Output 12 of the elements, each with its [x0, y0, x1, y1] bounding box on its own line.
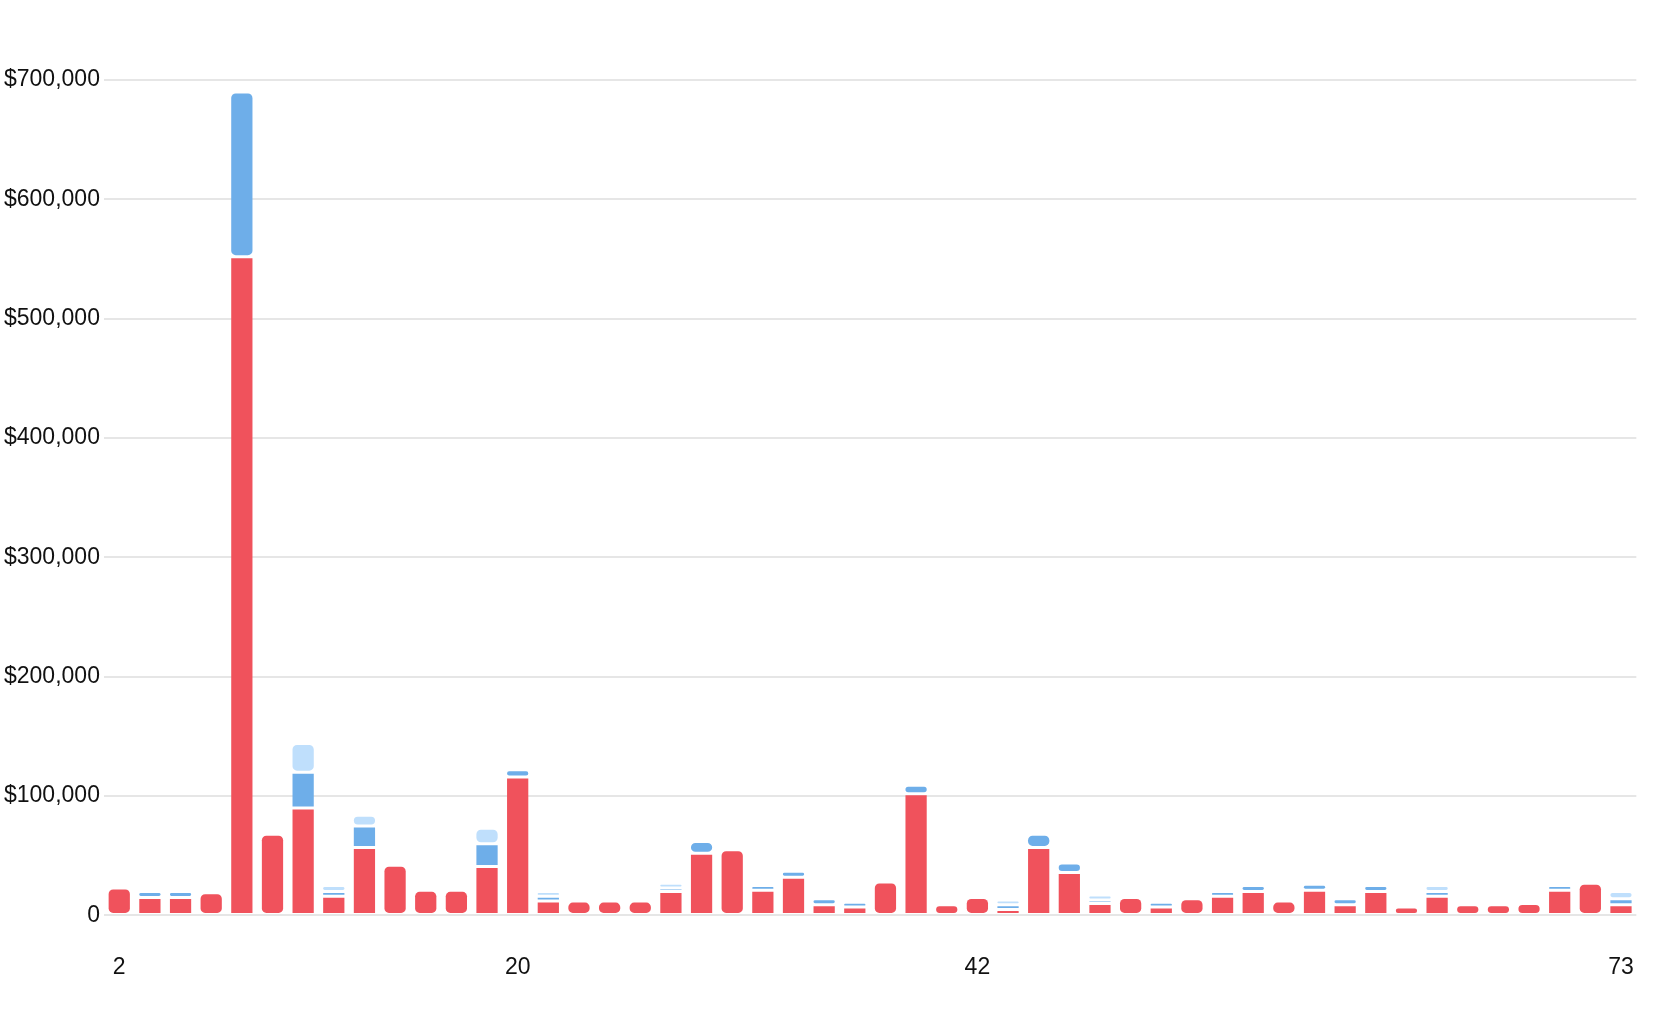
y-tick-label: $200,000: [3, 662, 100, 689]
y-tick-label: $400,000: [3, 423, 100, 450]
y-tick-label: $600,000: [3, 184, 100, 211]
y-tick-label: 0: [87, 900, 100, 927]
x-tick-label: 20: [504, 952, 531, 979]
y-tick-label: $700,000: [3, 65, 100, 92]
y-tick-label: $100,000: [3, 781, 100, 808]
y-tick-label: $500,000: [3, 304, 100, 331]
x-tick-label: 73: [1608, 952, 1634, 979]
y-tick-label: $300,000: [3, 542, 100, 569]
x-tick-label: 42: [964, 952, 991, 979]
x-tick-label: 2: [112, 952, 126, 979]
